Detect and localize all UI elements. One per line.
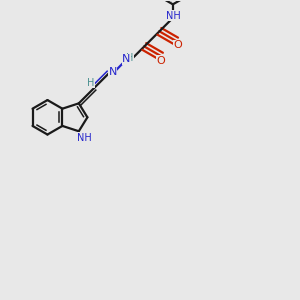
Text: O: O — [173, 40, 182, 50]
Text: N: N — [108, 67, 117, 76]
Text: H: H — [126, 53, 133, 63]
Text: NH: NH — [167, 11, 181, 20]
Text: O: O — [157, 56, 165, 66]
Text: H: H — [87, 78, 94, 88]
Text: NH: NH — [77, 133, 92, 143]
Text: N: N — [122, 54, 130, 64]
